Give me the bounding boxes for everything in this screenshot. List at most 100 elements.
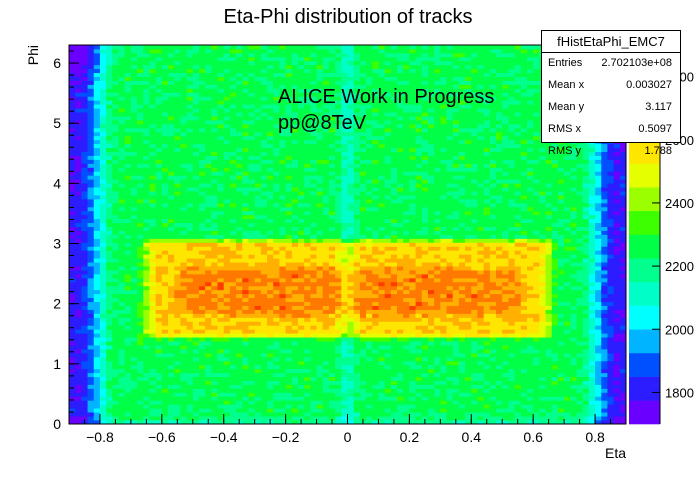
heatmap-cell xyxy=(273,348,280,354)
heatmap-cell xyxy=(310,159,317,164)
heatmap-cell xyxy=(254,289,262,295)
heatmap-cell xyxy=(248,76,256,81)
heatmap-cell xyxy=(87,210,95,216)
heatmap-cell xyxy=(174,92,181,97)
heatmap-cell xyxy=(267,329,274,334)
heatmap-cell xyxy=(279,412,287,417)
heatmap-cell xyxy=(384,337,392,342)
heatmap-cell xyxy=(279,96,287,101)
heatmap-cell xyxy=(384,123,392,129)
heatmap-cell xyxy=(180,230,187,235)
heatmap-cell xyxy=(359,230,367,235)
heatmap-cell xyxy=(87,297,95,303)
heatmap-cell xyxy=(341,352,348,358)
heatmap-cell xyxy=(285,210,293,216)
heatmap-cell xyxy=(316,187,324,192)
heatmap-cell xyxy=(69,246,76,251)
heatmap-cell xyxy=(328,412,336,417)
heatmap-cell xyxy=(143,289,150,295)
heatmap-cell xyxy=(155,368,163,374)
heatmap-cell xyxy=(217,198,225,204)
heatmap-cell xyxy=(378,159,386,164)
heatmap-cell xyxy=(328,155,336,160)
heatmap-cell xyxy=(322,305,330,310)
heatmap-cell xyxy=(322,234,330,239)
heatmap-cell xyxy=(192,301,200,306)
heatmap-cell xyxy=(366,376,373,381)
heatmap-cell xyxy=(69,100,76,105)
heatmap-cell xyxy=(99,159,107,164)
heatmap-cell xyxy=(229,352,237,358)
heatmap-cell xyxy=(149,333,157,338)
heatmap-cell xyxy=(366,222,373,228)
heatmap-cell xyxy=(273,313,280,318)
heatmap-cell xyxy=(273,104,280,109)
heatmap-cell xyxy=(112,92,119,97)
heatmap-cell xyxy=(155,404,163,409)
heatmap-cell xyxy=(99,301,107,306)
heatmap-cell xyxy=(217,92,225,97)
heatmap-cell xyxy=(236,289,243,295)
heatmap-cell xyxy=(130,143,138,149)
heatmap-cell xyxy=(93,120,101,125)
heatmap-cell xyxy=(143,341,150,346)
heatmap-cell xyxy=(137,52,144,58)
heatmap-cell xyxy=(384,48,392,54)
heatmap-cell xyxy=(198,396,206,401)
heatmap-cell xyxy=(236,364,243,370)
heatmap-cell xyxy=(99,151,107,156)
heatmap-cell xyxy=(99,246,107,251)
heatmap-cell xyxy=(316,163,324,168)
heatmap-cell xyxy=(137,281,144,287)
heatmap-cell xyxy=(124,139,132,145)
heatmap-cell xyxy=(198,104,206,109)
heatmap-cell xyxy=(242,404,249,409)
heatmap-cell xyxy=(366,285,373,291)
heatmap-cell xyxy=(335,348,342,354)
heatmap-cell xyxy=(211,270,218,275)
heatmap-cell xyxy=(192,147,200,152)
heatmap-cell xyxy=(223,226,231,231)
heatmap-cell xyxy=(254,384,262,389)
heatmap-cell xyxy=(106,309,113,314)
heatmap-cell xyxy=(106,45,113,50)
heatmap-cell xyxy=(87,238,95,243)
heatmap-cell xyxy=(87,352,95,358)
heatmap-cell xyxy=(248,191,256,196)
heatmap-cell xyxy=(291,139,299,145)
heatmap-cell xyxy=(273,52,280,58)
heatmap-cell xyxy=(359,127,367,133)
heatmap-cell xyxy=(137,352,144,358)
heatmap-cell xyxy=(359,329,367,334)
heatmap-cell xyxy=(260,337,268,342)
heatmap-cell xyxy=(279,313,287,318)
heatmap-cell xyxy=(279,266,287,271)
heatmap-cell xyxy=(168,297,175,303)
heatmap-cell xyxy=(372,100,379,105)
heatmap-cell xyxy=(297,305,305,310)
heatmap-cell xyxy=(205,266,212,271)
heatmap-cell xyxy=(75,372,82,378)
heatmap-cell xyxy=(347,64,355,70)
heatmap-cell xyxy=(366,155,373,160)
heatmap-cell xyxy=(198,348,206,354)
heatmap-cell xyxy=(198,167,206,172)
heatmap-cell xyxy=(353,202,361,208)
heatmap-cell xyxy=(205,305,212,310)
heatmap-cell xyxy=(359,80,367,85)
heatmap-cell xyxy=(186,408,194,413)
heatmap-cell xyxy=(69,384,76,389)
heatmap-cell xyxy=(248,127,256,133)
heatmap-cell xyxy=(267,120,274,125)
heatmap-cell xyxy=(273,400,280,405)
heatmap-cell xyxy=(69,345,76,350)
heatmap-cell xyxy=(69,206,76,212)
heatmap-cell xyxy=(192,238,200,243)
heatmap-cell xyxy=(297,151,305,156)
heatmap-cell xyxy=(99,329,107,334)
heatmap-cell xyxy=(223,218,231,224)
heatmap-cell xyxy=(366,254,373,259)
heatmap-cell xyxy=(279,254,287,259)
heatmap-cell xyxy=(87,120,95,125)
heatmap-cell xyxy=(353,333,361,338)
